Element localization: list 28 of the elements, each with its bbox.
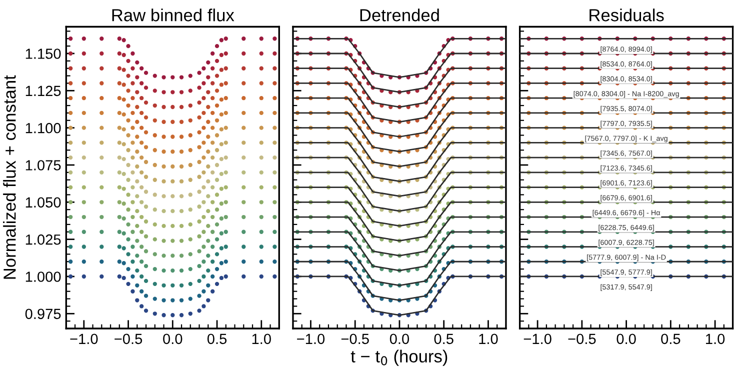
x-tick-label: 0.0 (616, 334, 636, 344)
x-tick-label: −1.0 (297, 334, 325, 344)
x-tick-label: 0.5 (661, 334, 680, 344)
x-tick-label: −0.5 (568, 334, 596, 344)
x-tick-label: −1.0 (524, 334, 552, 344)
y-tick-label: 1.025 (26, 234, 61, 245)
y-tick-label: 1.000 (26, 272, 61, 282)
x-tick-label: 1.0 (706, 334, 725, 344)
x-tick-label: 1.0 (479, 334, 498, 344)
x-tick-label: 0.5 (207, 334, 227, 344)
x-tick-label: −0.5 (114, 334, 142, 344)
y-tick-label: 1.150 (26, 48, 61, 59)
y-axis-title: Normalized flux + constant (3, 75, 16, 279)
x-tick-label: 1.0 (252, 334, 271, 344)
y-tick-label: 1.050 (26, 197, 61, 208)
y-tick-label: 0.975 (25, 308, 61, 320)
x-tick-label: 0.5 (434, 334, 454, 344)
x-tick-label: 0.0 (163, 334, 182, 344)
y-tick-label: 1.125 (26, 86, 61, 96)
chart-title: Detrended (360, 8, 439, 22)
y-tick-label: 1.075 (26, 160, 61, 170)
x-tick-label: −1.0 (70, 334, 98, 344)
x-tick-label: −0.5 (341, 334, 369, 344)
x-tick-label: 0.0 (390, 334, 410, 344)
x-axis-title: t − t$_{0}$ (hours) (350, 350, 448, 366)
chart-title: Raw binned flux (112, 8, 234, 22)
y-tick-label: 1.100 (26, 122, 61, 134)
chart-title: Residuals (590, 8, 664, 22)
